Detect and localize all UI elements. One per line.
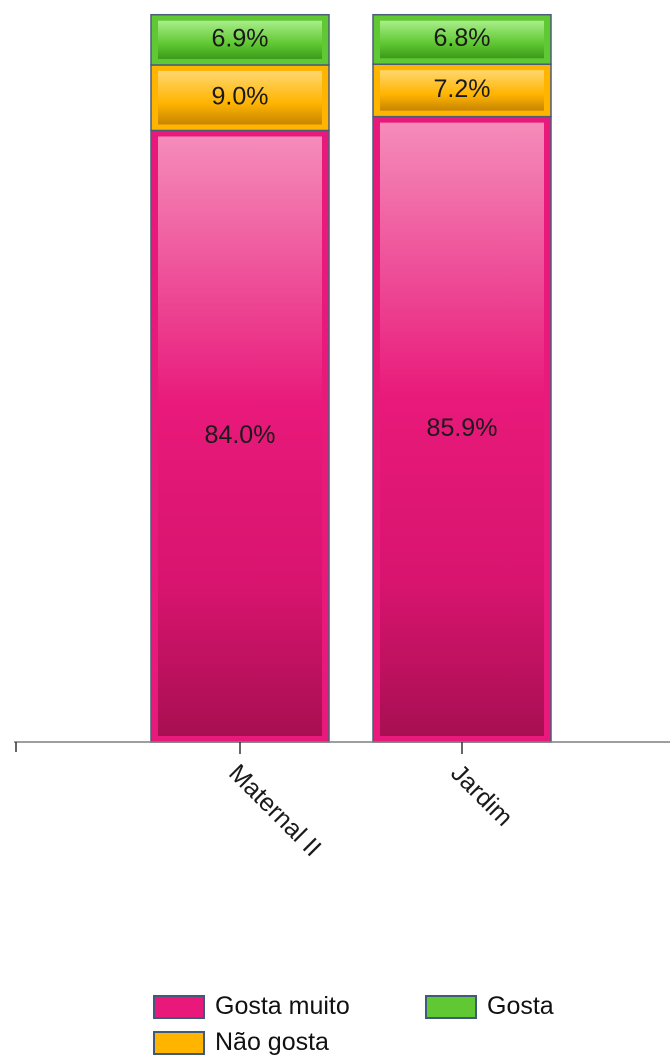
- legend-label-nao-gosta: Não gosta: [215, 1028, 329, 1056]
- bar-segment-fill-gosta-muito-maternal-ii: [158, 136, 322, 737]
- bar-segment-fill-gosta-jardim: [380, 20, 544, 59]
- legend-swatch-nao-gosta: [153, 1030, 205, 1055]
- legend-swatch-gosta: [425, 994, 477, 1019]
- legend-label-gosta: Gosta: [487, 992, 554, 1020]
- bar-segment-fill-gosta-maternal-ii: [158, 20, 322, 59]
- bar-segment-fill-nao-gosta-maternal-ii: [158, 70, 322, 125]
- x-tick-label-jardim: Jardim: [445, 759, 518, 832]
- legend-item-gosta: Gosta: [425, 992, 554, 1021]
- data-label-nao-gosta-maternal-ii: 9.0%: [212, 82, 269, 110]
- data-label-gosta-maternal-ii: 6.9%: [212, 24, 269, 52]
- legend-item-gosta-muito: Gosta muito: [153, 992, 350, 1021]
- legend: Gosta muito Gosta Não gosta: [153, 992, 633, 1058]
- data-label-gosta-muito-jardim: 85.9%: [427, 414, 498, 442]
- bar-segment-fill-gosta-muito-jardim: [380, 122, 544, 736]
- data-label-gosta-jardim: 6.8%: [434, 24, 491, 52]
- legend-label-gosta-muito: Gosta muito: [215, 992, 350, 1020]
- legend-item-nao-gosta: Não gosta: [153, 1028, 329, 1057]
- x-tick-label-maternal-ii: Maternal II: [223, 759, 326, 862]
- bar-segment-fill-nao-gosta-jardim: [380, 70, 544, 111]
- data-label-gosta-muito-maternal-ii: 84.0%: [205, 421, 276, 449]
- data-label-nao-gosta-jardim: 7.2%: [434, 75, 491, 103]
- legend-swatch-gosta-muito: [153, 994, 205, 1019]
